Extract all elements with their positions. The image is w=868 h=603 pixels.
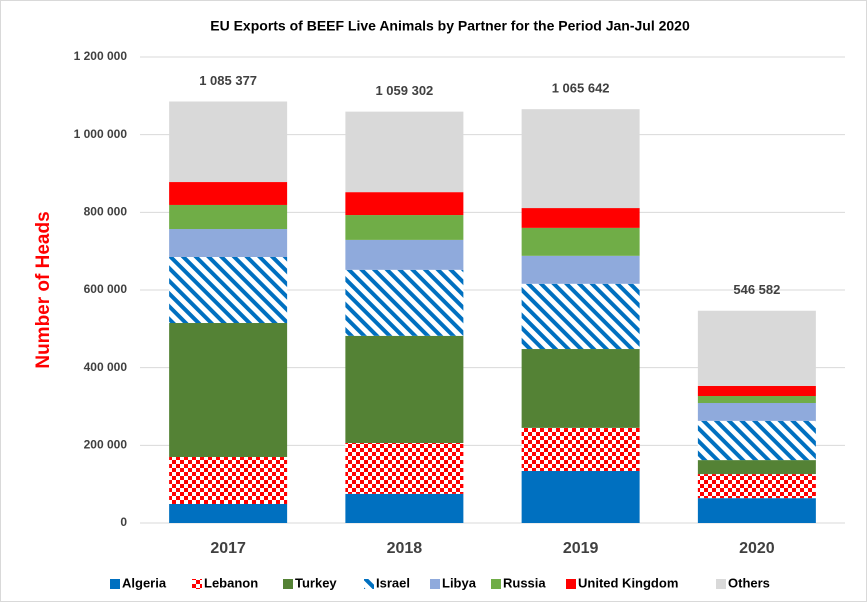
y-tick-label: 400 000 [84,360,128,374]
total-label: 1 065 642 [552,81,610,96]
bar-segment [521,227,640,256]
bar-segment [345,192,464,216]
bar-segment [697,474,816,499]
legend-label: Others [728,575,770,590]
bar-segment [169,204,288,230]
bar-segment [521,427,640,471]
y-tick-label: 800 000 [84,205,128,219]
y-tick-label: 1 200 000 [74,49,128,63]
bar-segment [345,443,464,494]
legend-label: United Kingdom [578,575,678,590]
x-tick-label: 2020 [739,540,775,557]
bar-segment [345,111,464,193]
bar-segment [345,215,464,240]
x-tick-label: 2019 [563,540,599,557]
bar-segment [521,283,640,350]
legend-swatch [192,579,202,589]
bar-segment [345,335,464,444]
legend-label: Israel [376,575,410,590]
bar-segment [521,349,640,428]
bar-segment [697,396,816,404]
bar-segment [697,310,816,386]
bar-segment [521,109,640,209]
total-label: 1 085 377 [199,73,257,88]
legend-swatch [716,579,726,589]
chart-title: EU Exports of BEEF Live Animals by Partn… [210,18,690,34]
bar-segment [521,470,640,523]
x-tick-label: 2017 [210,540,246,557]
legend-swatch [491,579,501,589]
legend-label: Libya [442,575,477,590]
y-tick-label: 600 000 [84,282,128,296]
bar-segment [169,503,288,523]
bar-segment [521,208,640,228]
bar-segment [169,456,288,504]
legend-swatch [283,579,293,589]
bar-segment [345,269,464,336]
bar-segment [169,323,288,457]
bar-segment [697,498,816,523]
y-tick-label: 0 [120,515,127,529]
bar-segment [521,255,640,284]
legend-label: Turkey [295,575,337,590]
legend-label: Algeria [122,575,167,590]
bar-segment [169,101,288,183]
y-tick-label: 200 000 [84,438,128,452]
x-tick-label: 2018 [387,540,423,557]
bar-segment [697,385,816,397]
bar-segment [697,420,816,461]
bar-segment [697,460,816,475]
legend-label: Russia [503,575,546,590]
legend-label: Lebanon [204,575,258,590]
bar-segment [345,493,464,523]
bar-segment [169,182,288,205]
legend-swatch [430,579,440,589]
bar-segment [169,256,288,324]
bar-segment [169,229,288,257]
total-label: 546 582 [733,282,780,297]
bar-segment [697,403,816,421]
total-label: 1 059 302 [375,83,433,98]
legend-swatch [566,579,576,589]
bar-segment [345,239,464,270]
y-axis-title: Number of Heads [33,211,54,368]
legend-swatch [110,579,120,589]
legend-swatch [364,579,374,589]
y-tick-label: 1 000 000 [74,127,128,141]
